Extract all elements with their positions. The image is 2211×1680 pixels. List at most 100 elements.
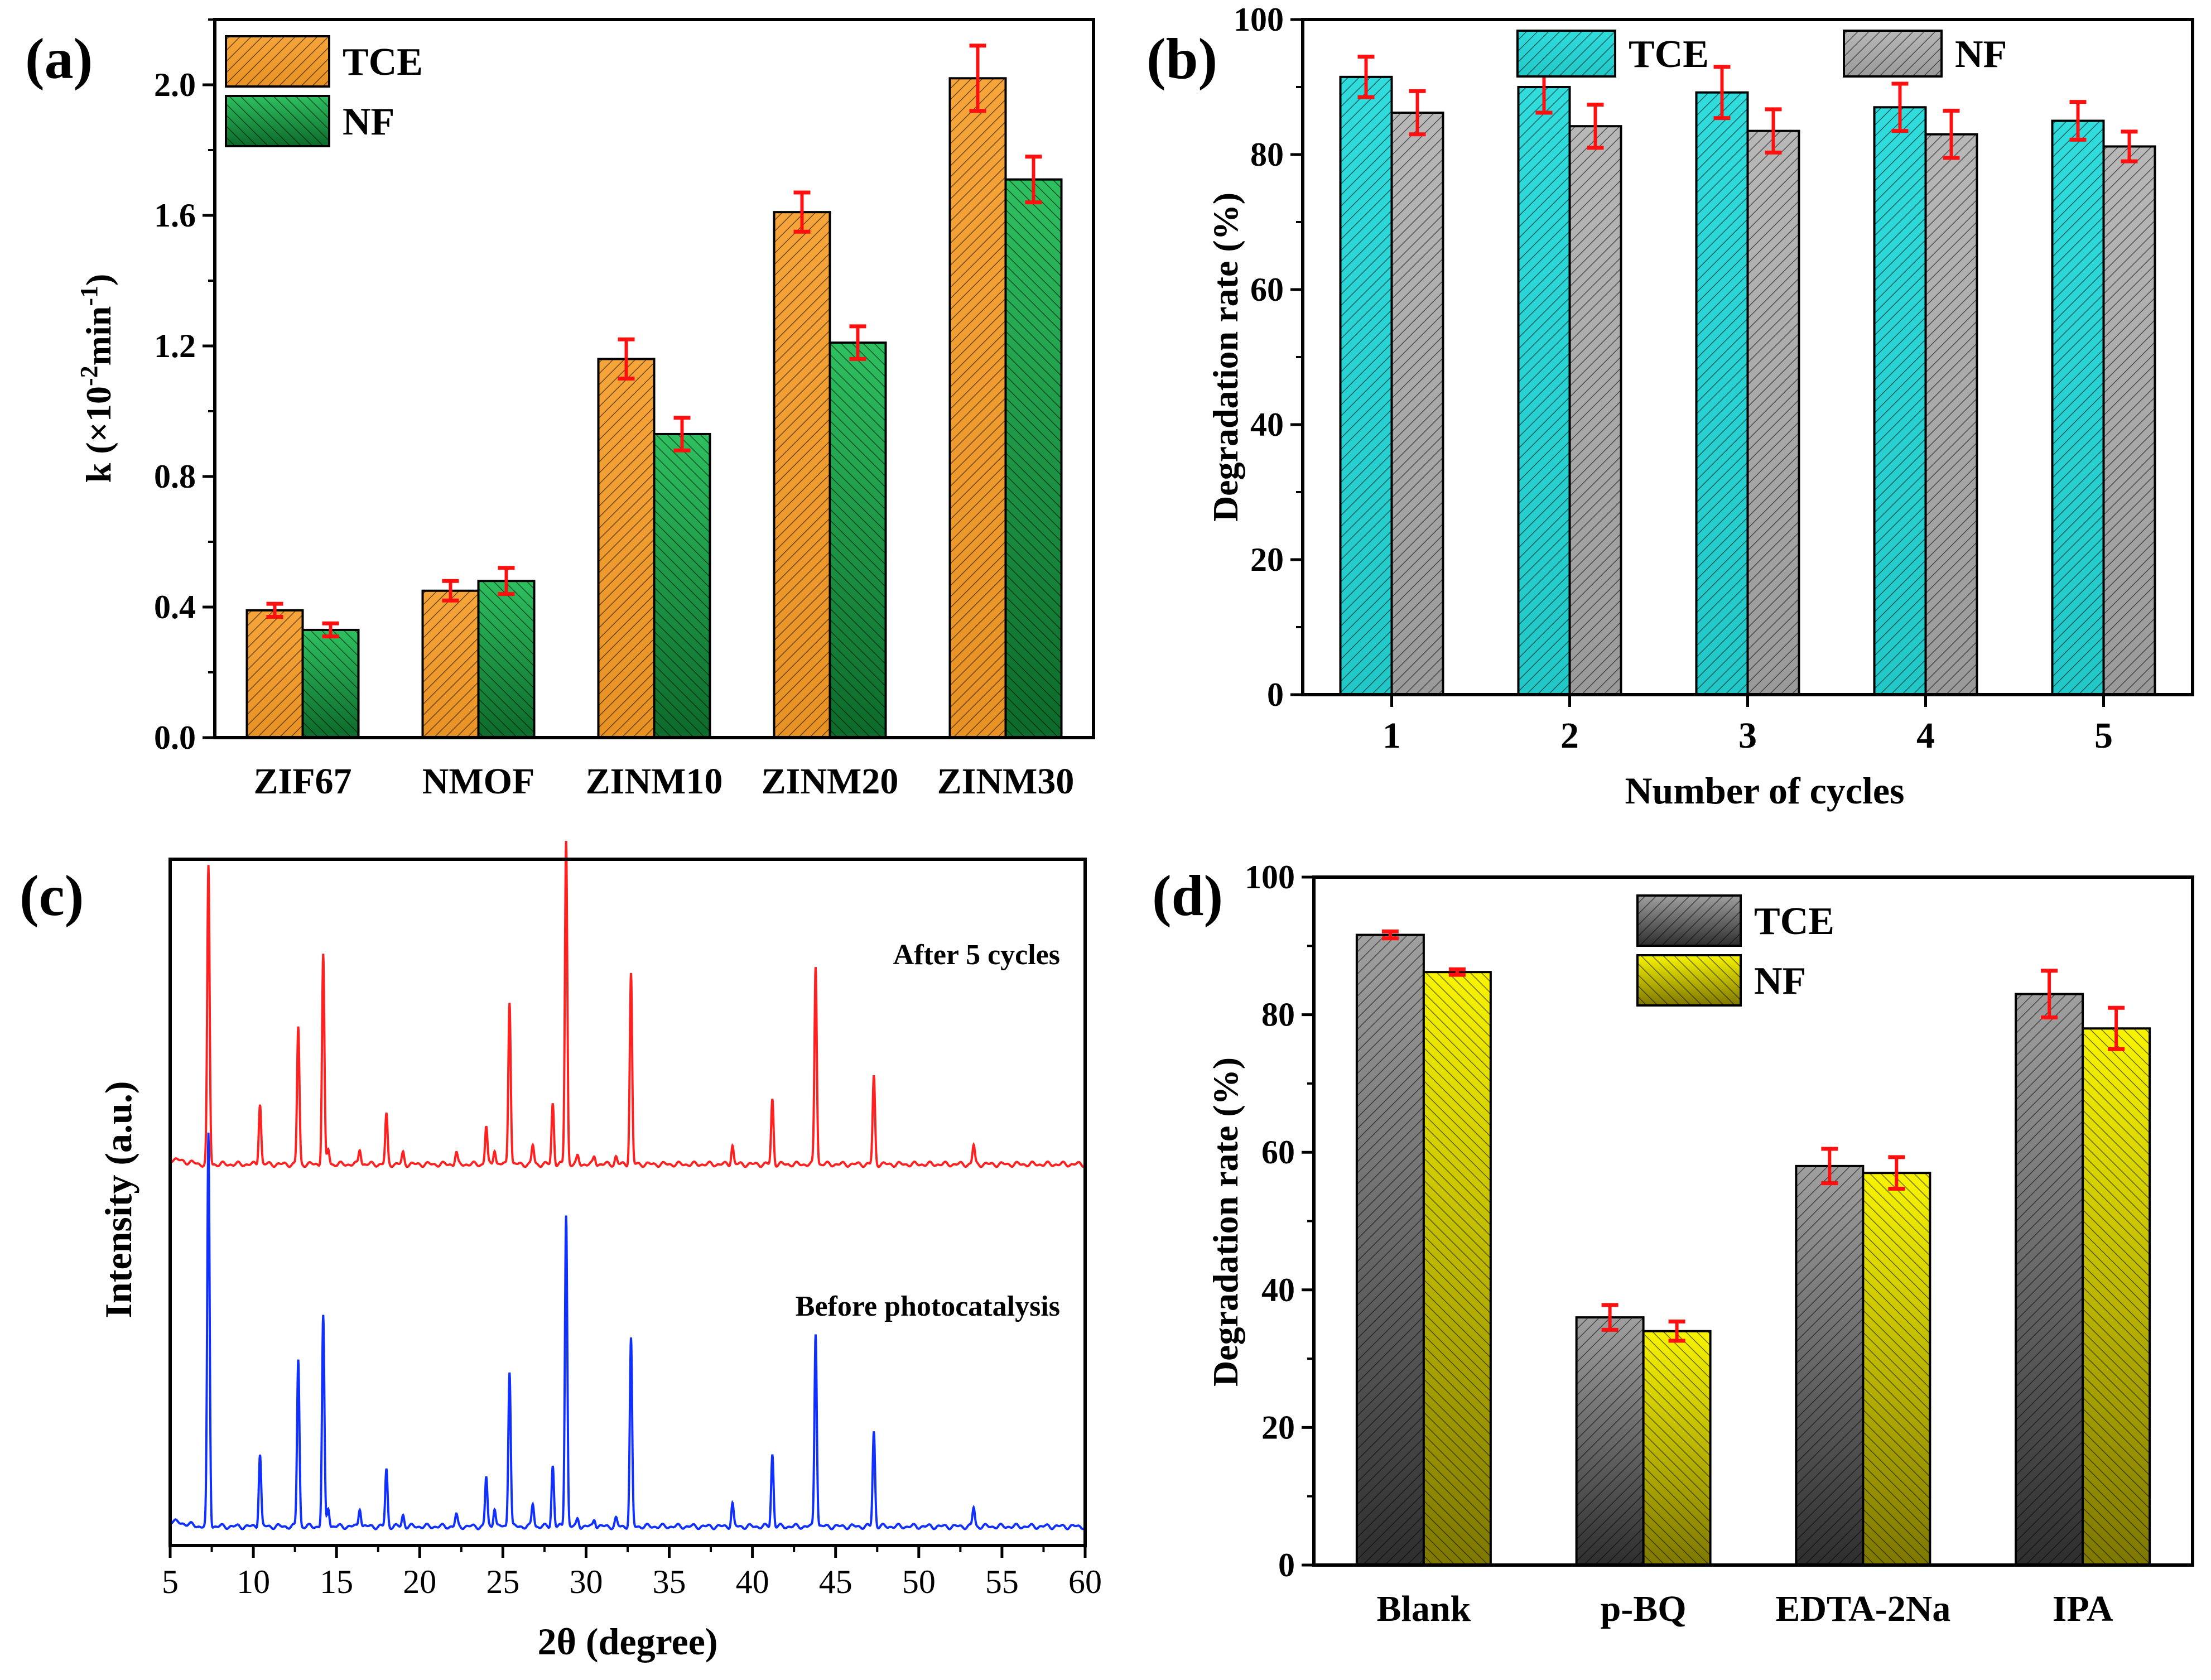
bar-hatch: [2083, 1028, 2150, 1565]
bar-hatch: [302, 629, 359, 738]
annotation-after-cycles: After 5 cycles: [893, 939, 1060, 971]
panel-label-a: (a): [25, 27, 93, 91]
y-axis-label: k (×10-2min-1): [75, 274, 118, 483]
xrd-line-after-cycles: [169, 841, 1086, 1168]
bar-hatch: [1796, 1166, 1863, 1565]
legend-swatch-outline: [1636, 954, 1742, 1007]
bar-hatch: [1340, 76, 1392, 695]
y-label-part: k (×10: [79, 386, 118, 483]
y-tick-label: 60: [1250, 271, 1284, 308]
legend-label-tce: TCE: [343, 41, 423, 84]
legend-swatch-outline: [225, 35, 330, 88]
bar-hatch: [1569, 126, 1621, 695]
y-tick-label: 100: [1245, 859, 1295, 896]
panel-label-d: (d): [1152, 864, 1223, 928]
bar-hatch: [2052, 121, 2104, 695]
x-tick-label: ZINM30: [937, 761, 1075, 802]
y-label-sup: -2: [75, 365, 103, 386]
x-tick-label: p-BQ: [1601, 1588, 1687, 1629]
bar-hatch: [247, 610, 303, 738]
bar-hatch: [774, 212, 830, 738]
xrd-line-before-photocatalysis: [170, 1132, 1086, 1530]
legend-label-nf: NF: [343, 100, 394, 143]
plot-frame: [213, 18, 1095, 739]
y-tick-label: 2.0: [154, 66, 196, 103]
bar-hatch: [1005, 179, 1062, 738]
legend-swatch-outline: [1516, 30, 1616, 78]
legend-swatch-hatch: [1518, 31, 1615, 76]
x-tick-label: IPA: [2053, 1588, 2113, 1629]
x-tick-label: 60: [1068, 1563, 1102, 1600]
x-tick-label: 5: [2094, 715, 2113, 756]
x-axis-label: Number of cycles: [1625, 769, 1904, 812]
bar-hatch: [1391, 112, 1443, 695]
y-tick-label: 1.6: [154, 197, 196, 234]
legend-swatch-hatch: [226, 36, 329, 86]
y-axis-label: Degradation rate (%): [1206, 1057, 1245, 1387]
panel-a-kinetics-chart: 0.0 0.4 0.8 1.2 1.6 2.0 ZIF67 NMOF ZINM10 ZINM20 Z…: [75, 18, 1095, 802]
x-tick-label: 3: [1738, 715, 1757, 756]
panel-d-scavenger-chart: 0 20 40 60 80 100 Blank p-BQ EDTA-2Na IPA TCE NF Deg…: [1206, 859, 2194, 1629]
y-tick-label: 0.4: [154, 589, 196, 625]
y-tick-label: 0.0: [154, 719, 196, 756]
y-tick-label: 20: [1261, 1409, 1295, 1446]
bar-hatch: [1696, 92, 1748, 695]
bar-hatch: [478, 581, 534, 738]
y-tick-label: 80: [1250, 136, 1284, 173]
legend-label-tce: TCE: [1754, 900, 1834, 943]
x-tick-label: NMOF: [422, 761, 535, 802]
x-tick-label: 25: [486, 1563, 519, 1600]
x-tick-label: 4: [1916, 715, 1935, 756]
x-tick-label: 45: [819, 1563, 852, 1600]
x-tick-label: 30: [569, 1563, 603, 1600]
bar-hatch: [1423, 972, 1491, 1565]
legend-swatch-hatch: [1844, 31, 1942, 76]
x-tick-label: EDTA-2Na: [1775, 1588, 1950, 1629]
x-tick-label: 40: [736, 1563, 769, 1600]
bar-hatch: [950, 78, 1006, 738]
x-tick-label: 1: [1383, 715, 1401, 756]
bar-hatch: [830, 343, 886, 738]
x-tick-label: 15: [320, 1563, 353, 1600]
bar-hatch: [2016, 994, 2083, 1565]
y-label-part: min: [79, 306, 118, 366]
bar-hatch: [598, 359, 654, 738]
y-tick-label: 40: [1261, 1272, 1295, 1308]
x-tick-label: 50: [902, 1563, 936, 1600]
bar-hatch: [1643, 1331, 1711, 1565]
y-axis-label: Intensity (a.u.): [97, 1081, 139, 1318]
panel-b-cycling-chart: 0 20 40 60 80 100 1 2 3 4 5 TCE NF Number of cycles De…: [1206, 1, 2194, 812]
bar-hatch: [1518, 87, 1570, 695]
y-tick-label: 0.8: [154, 458, 196, 495]
x-tick-label: 5: [162, 1563, 179, 1600]
legend-swatch-outline: [1636, 894, 1742, 947]
y-tick-label: 0: [1267, 676, 1284, 713]
legend-label-nf: NF: [1955, 33, 2007, 76]
y-tick-label: 0: [1278, 1547, 1295, 1583]
legend-label-tce: TCE: [1629, 33, 1709, 76]
panel-label-c: (c): [20, 864, 84, 928]
bar-hatch: [1925, 134, 1977, 695]
x-tick-label: 2: [1560, 715, 1579, 756]
x-tick-label: 35: [653, 1563, 686, 1600]
x-tick-label: ZINM10: [586, 761, 723, 802]
y-axis-label: Degradation rate (%): [1206, 192, 1245, 522]
x-tick-label: 10: [237, 1563, 270, 1600]
panel-c-xrd-chart: 5 10 15 20 25 30 35 40 45 50 55 60 2θ (degree) Intens…: [97, 841, 1102, 1663]
x-tick-label: 20: [403, 1563, 436, 1600]
y-label-sup: -1: [75, 286, 103, 306]
x-tick-label: Blank: [1376, 1588, 1471, 1629]
x-tick-label: 55: [985, 1563, 1019, 1600]
y-tick-label: 40: [1250, 406, 1284, 443]
legend-swatch-hatch: [1637, 955, 1741, 1005]
panel-label-b: (b): [1147, 27, 1217, 91]
legend-label-nf: NF: [1754, 960, 1806, 1003]
x-axis-label: 2θ (degree): [537, 1620, 717, 1663]
bar-hatch: [422, 590, 479, 738]
annotation-before-photocatalysis: Before photocatalysis: [796, 1291, 1060, 1322]
bar-hatch: [1874, 107, 1926, 695]
legend-swatch-outline: [1843, 30, 1943, 78]
bar-hatch: [1356, 935, 1424, 1565]
y-tick-label: 20: [1250, 541, 1284, 578]
